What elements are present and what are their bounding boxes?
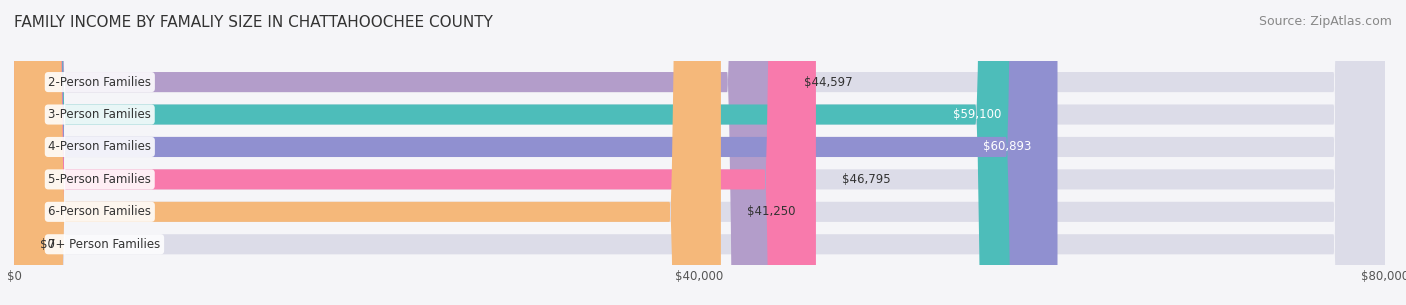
FancyBboxPatch shape (14, 0, 1026, 305)
FancyBboxPatch shape (14, 0, 1385, 305)
FancyBboxPatch shape (14, 0, 1385, 305)
Text: 3-Person Families: 3-Person Families (48, 108, 152, 121)
FancyBboxPatch shape (14, 0, 1057, 305)
Text: 5-Person Families: 5-Person Families (48, 173, 152, 186)
FancyBboxPatch shape (14, 0, 1385, 305)
Text: 2-Person Families: 2-Person Families (48, 76, 152, 88)
FancyBboxPatch shape (14, 0, 779, 305)
FancyBboxPatch shape (14, 0, 721, 305)
FancyBboxPatch shape (14, 0, 815, 305)
Text: 4-Person Families: 4-Person Families (48, 141, 152, 153)
FancyBboxPatch shape (14, 0, 1385, 305)
Text: $60,893: $60,893 (983, 141, 1032, 153)
Text: Source: ZipAtlas.com: Source: ZipAtlas.com (1258, 15, 1392, 28)
FancyBboxPatch shape (14, 0, 1385, 305)
Text: 6-Person Families: 6-Person Families (48, 205, 152, 218)
Text: $0: $0 (39, 238, 55, 251)
Text: $41,250: $41,250 (747, 205, 796, 218)
Text: $59,100: $59,100 (953, 108, 1001, 121)
Text: $46,795: $46,795 (842, 173, 890, 186)
Text: 7+ Person Families: 7+ Person Families (48, 238, 160, 251)
FancyBboxPatch shape (14, 0, 1385, 305)
Text: FAMILY INCOME BY FAMALIY SIZE IN CHATTAHOOCHEE COUNTY: FAMILY INCOME BY FAMALIY SIZE IN CHATTAH… (14, 15, 494, 30)
Text: $44,597: $44,597 (804, 76, 852, 88)
